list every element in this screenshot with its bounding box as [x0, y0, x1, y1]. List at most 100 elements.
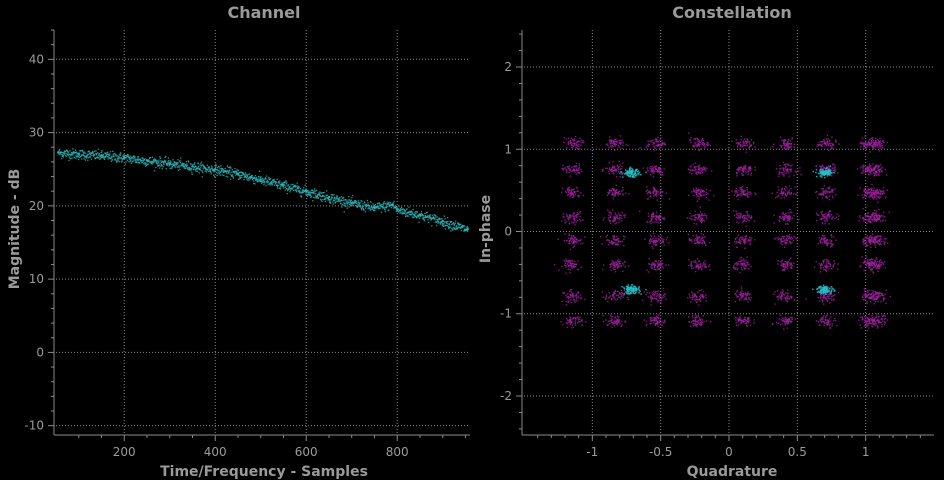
received-symbol-point — [744, 236, 747, 238]
channel-point — [379, 204, 381, 206]
received-symbol-point — [874, 240, 876, 243]
received-symbol-point — [737, 324, 740, 326]
received-symbol-point — [613, 220, 615, 223]
received-symbol-point — [700, 189, 703, 191]
received-symbol-point — [700, 289, 703, 291]
channel-anchor-point — [236, 172, 240, 175]
received-symbol-point — [697, 316, 700, 318]
received-symbol-point — [693, 239, 696, 241]
channel-point — [347, 203, 349, 205]
received-symbol-point — [744, 144, 747, 146]
received-symbol-point — [831, 245, 833, 247]
received-symbol-point — [659, 264, 661, 266]
channel-point — [298, 192, 301, 194]
received-symbol-point — [613, 268, 615, 271]
received-symbol-point — [567, 237, 570, 239]
received-symbol-point — [735, 142, 738, 144]
received-symbol-point — [691, 294, 694, 297]
received-symbol-point — [563, 264, 566, 266]
received-symbol-point — [789, 263, 792, 266]
received-symbol-point — [574, 135, 577, 138]
received-symbol-point — [574, 265, 577, 268]
received-symbol-point — [696, 200, 699, 202]
channel-point — [183, 163, 185, 165]
received-symbol-point — [695, 325, 698, 327]
received-symbol-point — [687, 233, 690, 236]
received-symbol-point — [616, 294, 618, 297]
channel-point — [254, 175, 257, 177]
channel-point — [393, 207, 395, 209]
channel-point — [398, 211, 400, 213]
channel-point — [266, 180, 268, 182]
channel-point — [464, 225, 466, 227]
received-symbol-point — [743, 264, 746, 266]
received-symbol-point — [691, 261, 693, 263]
received-symbol-point — [820, 237, 823, 239]
received-symbol-point — [650, 300, 652, 303]
received-symbol-point — [786, 292, 789, 294]
received-symbol-point — [739, 294, 742, 296]
channel-point — [157, 162, 159, 164]
channel-point — [403, 209, 406, 212]
channel-point — [358, 205, 361, 207]
received-symbol-point — [745, 217, 747, 219]
channel-point — [116, 160, 118, 162]
received-symbol-point — [696, 265, 698, 267]
channel-point — [155, 160, 158, 162]
channel-point — [167, 161, 169, 163]
received-symbol-point — [787, 138, 790, 141]
received-symbol-point — [745, 234, 748, 237]
received-symbol-point — [786, 239, 789, 241]
received-symbol-point — [787, 145, 789, 147]
channel-point — [170, 161, 172, 163]
channel-point — [329, 202, 332, 204]
received-symbol-point — [779, 168, 781, 170]
received-symbol-point — [655, 211, 658, 214]
channel-point — [326, 197, 329, 199]
received-symbol-point — [570, 320, 572, 322]
received-symbol-point — [620, 325, 623, 328]
received-symbol-point — [572, 242, 574, 245]
received-symbol-point — [826, 300, 829, 303]
received-symbol-point — [576, 142, 578, 144]
received-symbol-point — [784, 168, 787, 170]
received-symbol-point — [743, 219, 745, 222]
received-symbol-point — [817, 242, 820, 245]
received-symbol-point — [608, 219, 610, 221]
received-symbol-point — [771, 192, 774, 194]
received-symbol-point — [870, 141, 873, 144]
received-symbol-point — [783, 218, 786, 220]
channel-point — [447, 220, 449, 222]
received-symbol-point — [753, 319, 755, 321]
channel-point — [435, 216, 437, 218]
channel-point — [294, 184, 297, 187]
received-symbol-point — [775, 321, 778, 324]
channel-point — [439, 217, 441, 220]
received-symbol-point — [819, 241, 821, 243]
received-symbol-point — [783, 263, 786, 266]
channel-point — [453, 223, 456, 225]
received-symbol-point — [736, 175, 738, 177]
channel-point — [98, 158, 101, 160]
received-symbol-point — [823, 238, 826, 240]
channel-point — [267, 181, 269, 183]
received-symbol-point — [744, 318, 746, 321]
received-symbol-point — [824, 296, 826, 299]
received-symbol-point — [607, 324, 609, 326]
channel-point — [84, 159, 87, 161]
channel-point — [378, 207, 381, 209]
received-symbol-point — [575, 164, 577, 167]
channel-point — [325, 196, 327, 198]
channel-point — [289, 191, 291, 193]
received-symbol-point — [649, 323, 651, 325]
channel-point — [215, 168, 218, 171]
received-symbol-point — [823, 303, 825, 305]
received-symbol-point — [751, 216, 753, 219]
received-symbol-point — [573, 266, 575, 268]
received-symbol-point — [740, 188, 742, 190]
received-symbol-point — [698, 295, 701, 298]
received-symbol-point — [657, 217, 659, 219]
received-symbol-point — [825, 167, 827, 169]
received-symbol-point — [822, 260, 824, 262]
channel-point — [258, 178, 260, 180]
